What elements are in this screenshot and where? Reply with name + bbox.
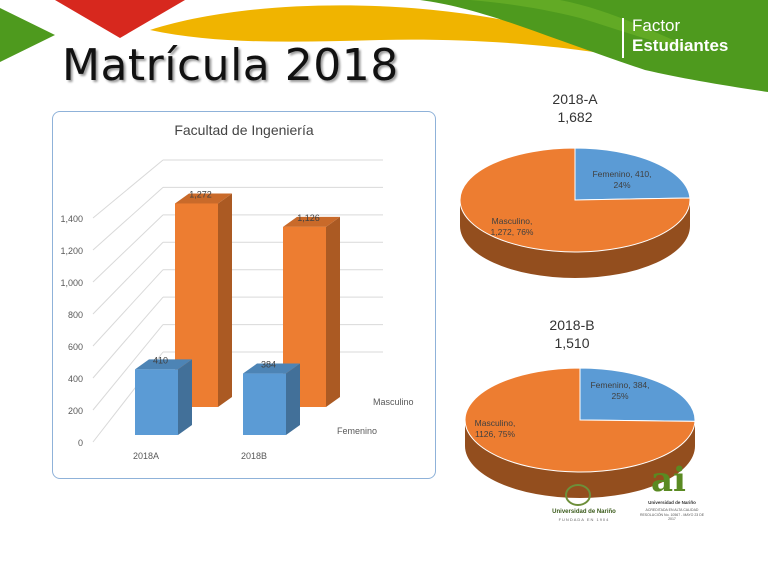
deco-yellow-swoosh (150, 5, 612, 55)
pie-label-line1: Femenino, 410, (592, 169, 651, 179)
series-axis-label-masculino: Masculino (373, 397, 414, 407)
y-tick-label: 1,400 (60, 214, 83, 224)
pie-slice-femenino (579, 367, 696, 422)
y-tick-label: 1,000 (60, 278, 83, 288)
slide-title: Matrícula 2018 (62, 40, 399, 91)
pie-b-title: 2018-B 1,510 (502, 316, 642, 352)
pie-chart-2018a: Femenino, 410,24% Masculino,1,272, 76% (459, 147, 691, 278)
gridline-diag (92, 214, 164, 283)
pie-slice-masculino (464, 367, 696, 473)
pie-chart-2018b: Femenino, 384,25% Masculino,1126, 75% (464, 367, 696, 498)
bar-side (218, 193, 232, 407)
bar-top (135, 359, 192, 370)
pie-label-line2: 1,272, 76% (490, 227, 533, 237)
pie-label-line2: 25% (611, 391, 628, 401)
bar-data-label: 410 (153, 355, 168, 365)
gridline-diag (92, 296, 164, 379)
y-tick-label: 600 (68, 342, 83, 352)
y-tick-label: 800 (68, 310, 83, 320)
ai-line2: RESOLUCIÓN No. 10567 - MAYO 23 DE 2017 (639, 513, 705, 521)
pie-a-title: 2018-A 1,682 (505, 90, 645, 126)
bar-data-label: 384 (261, 360, 276, 370)
series-axis-label-femenino: Femenino (337, 426, 377, 436)
bar-side (178, 359, 192, 435)
gridline-diag (92, 187, 164, 251)
brand-divider (622, 18, 624, 58)
deco-green-left (0, 8, 55, 62)
bar-top (283, 216, 340, 227)
udenar-name: Universidad de Nariño (552, 509, 616, 515)
y-tick-label: 200 (68, 406, 83, 416)
pie-slice-femenino (574, 147, 691, 201)
brand-line2: Estudiantes (632, 36, 729, 55)
factor-estudiantes-logo: Factor Estudiantes (622, 14, 742, 64)
gridline-diag (92, 241, 164, 315)
pie-b-total: 1,510 (554, 335, 590, 351)
udenar-seal-icon (565, 484, 591, 506)
x-tick-label: 2018B (241, 451, 267, 461)
pie-label-line1: Femenino, 384, (590, 380, 649, 390)
accreditation-logo: ai Universidad de Nariño ACREDITADA EN A… (637, 460, 707, 526)
brand-line1: Factor (632, 16, 681, 35)
bar-chart-title: Facultad de Ingeniería (174, 122, 314, 138)
ai-mark-icon: ai (651, 460, 686, 500)
pie-label-line2: 24% (613, 180, 630, 190)
deco-red-triangle (55, 0, 185, 38)
bar-chart: 0 200 400 600 800 1,000 1,200 1,400 1,272 1,126 41… (60, 159, 414, 461)
pie-b-title-text: 2018-B (549, 317, 595, 333)
gridline-diag (92, 269, 164, 347)
deco-green-highlight (470, 0, 700, 52)
pie-label-line2: 1126, 75% (475, 429, 515, 439)
pie-slice-masculino (459, 147, 691, 253)
y-tick-label: 1,200 (60, 246, 83, 256)
pie-a-total: 1,682 (557, 109, 593, 125)
pie-label-line1: Masculino, (492, 216, 533, 226)
ai-university: Universidad de Nariño (648, 500, 696, 505)
udenar-logo: Universidad de Nariño FUNDADA EN 1904 (548, 484, 620, 526)
deco-green-band (420, 0, 768, 92)
pie-label-line1: Masculino, (475, 418, 516, 428)
x-tick-label: 2018A (133, 451, 159, 461)
ai-line1: ACREDITADA EN ALTA CALIDAD (645, 508, 699, 512)
bar-top (243, 363, 300, 374)
gridline-diag (92, 324, 164, 411)
pie-side-wall (460, 200, 690, 278)
bar-side (326, 216, 340, 407)
bar-top (175, 193, 232, 204)
bar-front (135, 369, 178, 435)
bar-data-label: 1,272 (189, 189, 212, 199)
bar-front (243, 373, 286, 435)
bar-chart-panel: Facultad de Ingeniería 0 200 400 600 800 1,00… (52, 111, 436, 479)
bar-femenino-2018A (135, 359, 192, 435)
pie-side-wall (465, 420, 695, 498)
y-tick-label: 0 (78, 438, 83, 448)
y-tick-label: 400 (68, 374, 83, 384)
bar-data-label: 1,126 (297, 213, 320, 223)
udenar-founded: FUNDADA EN 1904 (558, 517, 610, 522)
bar-femenino-2018B (243, 363, 300, 435)
bar-side (286, 363, 300, 435)
pie-a-title-text: 2018-A (552, 91, 598, 107)
gridline-diag (92, 159, 164, 219)
